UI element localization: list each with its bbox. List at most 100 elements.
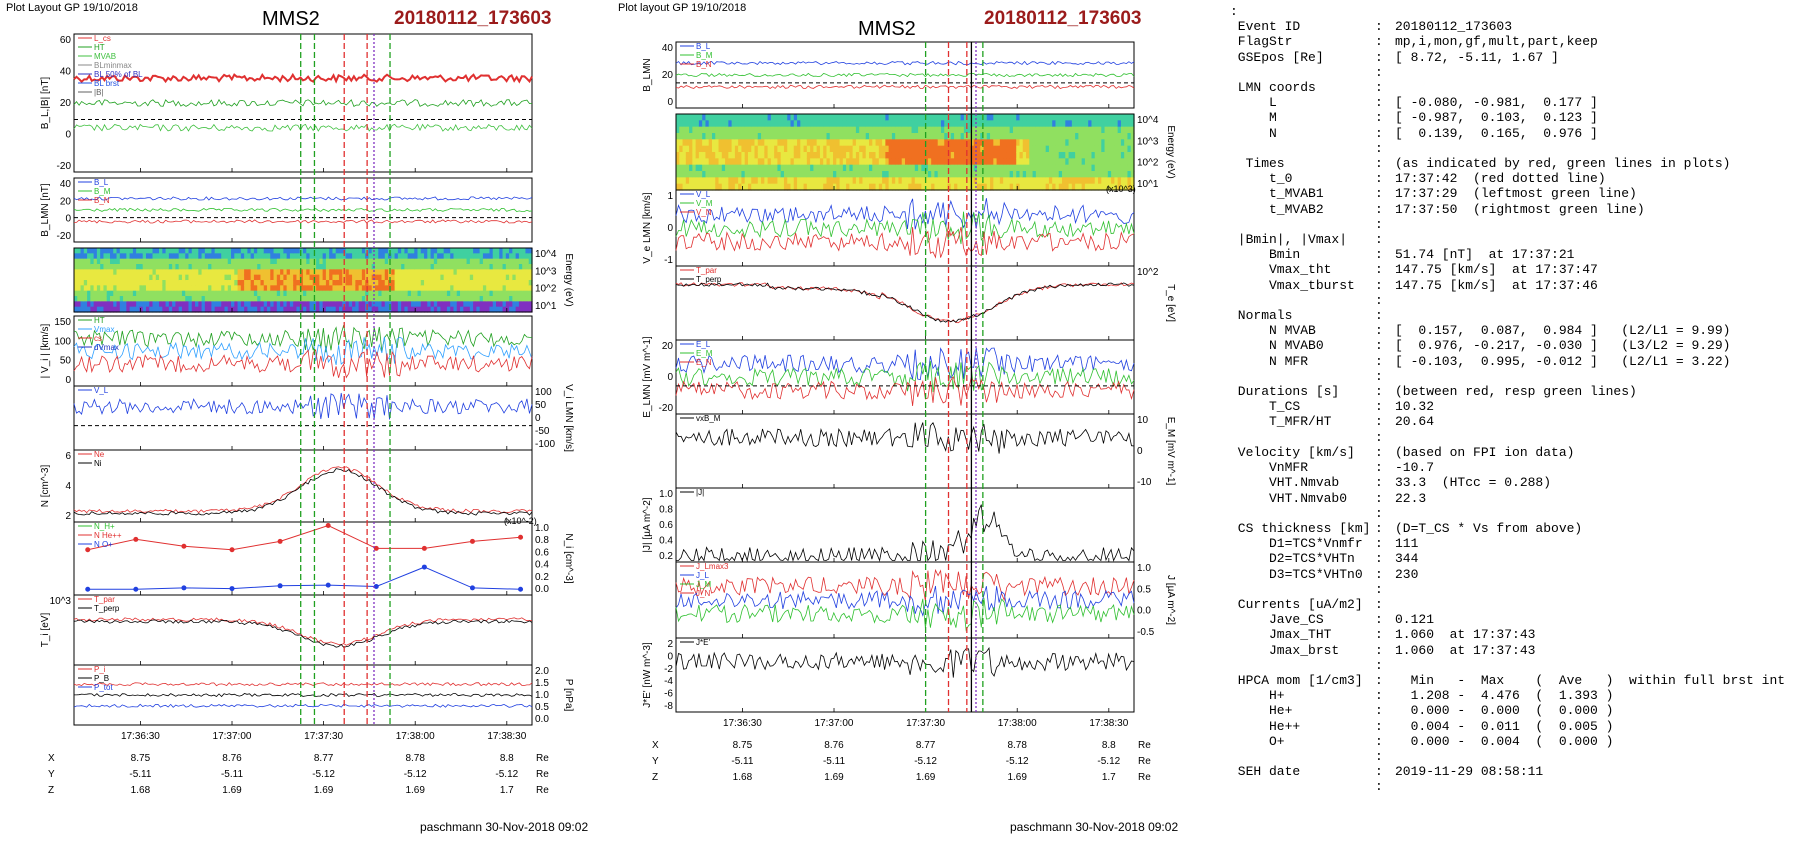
spectrogram-cell: [113, 269, 118, 276]
spectrogram-cell: [280, 264, 284, 270]
spectrogram-cell: [525, 253, 530, 260]
spectrogram-cell: [682, 152, 687, 159]
spectrogram-cell: [116, 274, 121, 281]
info-key: Jmax_THT: [1230, 627, 1332, 643]
spectrogram-cell: [1075, 120, 1079, 128]
spectrogram-cell: [846, 120, 850, 128]
spectrogram-cell: [136, 285, 141, 292]
spectrogram-cell: [1045, 164, 1050, 172]
spectrogram-cell: [450, 296, 455, 302]
spectrogram-cell: [309, 296, 314, 302]
spectrogram-cell: [208, 248, 212, 254]
spectrogram-cell: [332, 280, 337, 286]
spectrogram-cell: [695, 152, 700, 159]
spectrogram-cell: [960, 171, 965, 178]
spectrogram-cell: [381, 280, 386, 286]
spectrogram-cell: [391, 301, 396, 308]
spectrogram-cell: [100, 274, 105, 281]
spectrogram-cell: [819, 177, 824, 185]
spectrogram-cell: [80, 264, 85, 270]
spectrogram-cell: [244, 306, 248, 313]
spectrogram-cell: [882, 152, 886, 159]
spectrogram-cell: [1012, 183, 1017, 191]
spectrogram-cell: [747, 164, 752, 172]
spectrogram-cell: [155, 306, 160, 313]
spectrogram-cell: [270, 253, 275, 260]
spectrogram-cell: [280, 280, 284, 286]
spectrogram-cell: [947, 158, 952, 166]
spectrogram-cell: [316, 290, 320, 297]
spectrogram-cell: [895, 158, 900, 166]
spectrogram-cell: [397, 306, 402, 313]
spectrogram-cell: [1055, 120, 1060, 128]
spectrogram-cell: [1075, 171, 1079, 178]
spectrogram-cell: [1107, 126, 1112, 134]
spectrogram-cell: [731, 183, 736, 191]
spectrogram-cell: [934, 183, 939, 191]
spectrogram-cell: [780, 183, 785, 191]
spectrogram-cell: [859, 183, 864, 191]
spectrogram-cell: [240, 269, 245, 276]
panel-elmn: 200-20E_LMN [mV m^-1] E_LE_ME_N: [642, 336, 1135, 418]
spectrogram-cell: [839, 133, 844, 140]
spectrogram-cell: [1094, 120, 1099, 128]
spectrogram-cell: [528, 269, 533, 276]
info-value: 17:37:29 (leftmost green line): [1395, 186, 1637, 202]
spectrogram-cell: [963, 120, 968, 128]
spectrogram-cell: [116, 285, 121, 292]
spectrogram-cell: [460, 258, 464, 265]
info-key: t_MVAB1: [1230, 186, 1324, 202]
spectrogram-cell: [1029, 126, 1034, 134]
spectrogram-cell: [1098, 152, 1102, 159]
spectrogram-cell: [1111, 171, 1115, 178]
spectrogram-cell: [456, 248, 461, 254]
spectrogram-cell: [931, 164, 936, 172]
spectrogram-cell: [260, 280, 265, 286]
spectrogram-cell: [87, 301, 91, 308]
spectrogram-cell: [188, 253, 193, 260]
spectrogram-cell: [734, 114, 739, 121]
spectrogram-cell: [738, 171, 743, 178]
spectrogram-cell: [715, 120, 720, 128]
spectrogram-cell: [1094, 158, 1099, 166]
spectrogram-cell: [1039, 158, 1043, 166]
info-value: 0.000 - 0.004 ( 0.000 ): [1395, 733, 1614, 749]
spectrogram-cell: [253, 264, 258, 270]
spectrogram-cell: [685, 139, 690, 147]
spectrogram-cell: [460, 253, 464, 260]
spectrogram-cell: [289, 301, 294, 308]
spectrogram-cell: [823, 152, 828, 159]
spectrogram-cell: [855, 120, 860, 128]
spectrogram-cell: [335, 274, 340, 281]
info-key: L: [1230, 95, 1277, 111]
spectrogram-cell: [1107, 164, 1112, 172]
spectrogram-cell: [286, 280, 291, 286]
spectrogram-cell: [901, 145, 906, 153]
spectrogram-cell: [319, 296, 324, 302]
info-separator: :: [1375, 64, 1383, 80]
spectrogram-cell: [852, 183, 857, 191]
spectrogram-cell: [198, 296, 203, 302]
spectrogram-cell: [217, 296, 222, 302]
trace-je-0: [675, 646, 1135, 678]
spectrogram-cell: [1052, 164, 1057, 172]
info-line: VnMFR: -10.7: [1230, 460, 1800, 475]
spectrogram-cell: [986, 133, 991, 140]
spectrogram-cell: [777, 177, 782, 185]
spectrogram-cell: [1094, 139, 1099, 147]
legend-entry: T_par: [94, 595, 115, 604]
spectrogram-cell: [1124, 164, 1129, 172]
spectrogram-cell: [676, 152, 680, 159]
spectrogram-cell: [168, 290, 173, 297]
spectrogram-cell: [276, 258, 281, 265]
spectrogram-cell: [303, 248, 307, 254]
spectrogram-cell: [348, 301, 353, 308]
spectrogram-cell: [754, 164, 759, 172]
spectrogram-cell: [947, 114, 952, 121]
spectrogram-cell: [960, 158, 965, 166]
spectrogram-cell: [221, 290, 226, 297]
info-line: D3=TCS*VHTn0:230: [1230, 567, 1800, 582]
spectrogram-cell: [751, 114, 756, 121]
info-separator: :: [1375, 566, 1383, 582]
spectrogram-cell: [685, 164, 690, 172]
